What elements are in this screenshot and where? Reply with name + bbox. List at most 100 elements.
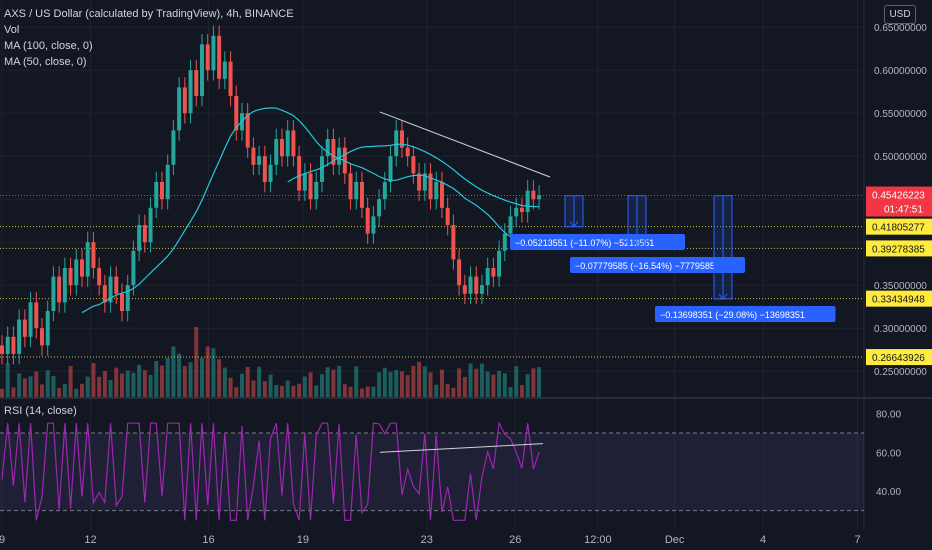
volume-bar (291, 385, 296, 397)
candle-body (199, 44, 204, 96)
volume-bar (199, 357, 204, 397)
price-tick-label: 0.65000000 (874, 23, 927, 34)
candle-body (28, 302, 33, 337)
candle-body (119, 293, 124, 311)
volume-bar (205, 346, 210, 397)
candle-body (22, 319, 27, 337)
volume-bar (337, 365, 342, 397)
volume-bar (468, 363, 473, 397)
price-tick-label: 0.25000000 (874, 367, 927, 378)
level-tag-label: 0.39278385 (872, 244, 925, 255)
volume-bar (428, 372, 433, 397)
currency-button[interactable]: USD (884, 5, 916, 24)
rsi-tick-label: 40.00 (876, 487, 901, 498)
volume-bar (411, 365, 416, 397)
volume-bar (319, 374, 324, 397)
measure-arrowhead (569, 221, 579, 228)
candle-body (297, 156, 302, 191)
moving-averages (81, 107, 540, 314)
volume-bar (239, 373, 244, 397)
volume-bar (159, 365, 164, 397)
candle-body (0, 345, 4, 354)
candle-body (51, 276, 56, 311)
candle-body (114, 276, 119, 294)
volume-bar (365, 386, 370, 397)
volume-bar (342, 384, 347, 397)
candle-body (188, 70, 193, 114)
drawings (379, 111, 551, 178)
volume-bar (405, 375, 410, 397)
volume-bar (102, 370, 107, 397)
candle-body (62, 268, 67, 303)
candle-body (97, 268, 102, 286)
level-tag-label: 0.41805277 (872, 223, 925, 234)
volume-bar (194, 327, 199, 397)
candle-body (125, 285, 130, 311)
volume-bar (451, 387, 456, 397)
measure-label: −0.07779585 (−16.54%) −7779585 (575, 261, 715, 271)
candle-body (17, 319, 22, 354)
volume-bar (39, 384, 44, 397)
volume-bar (491, 374, 496, 397)
volume-bar (274, 385, 279, 397)
candle-body (211, 35, 216, 71)
volume-bar (0, 389, 4, 397)
volume-bar (45, 370, 50, 397)
candle-body (519, 207, 524, 213)
volume-bar (74, 388, 79, 397)
level-tag-bg (866, 218, 932, 235)
rsi-tick-label: 80.00 (876, 410, 901, 421)
candle-body (377, 199, 382, 217)
candle-body (39, 328, 44, 346)
volume-bar (165, 357, 170, 397)
volume-bar (188, 362, 193, 397)
candle-body (474, 276, 479, 294)
candle-body (217, 35, 222, 79)
candle-body (428, 173, 433, 200)
candle-body (514, 207, 519, 217)
volume-bar (114, 367, 119, 397)
candle-body (137, 225, 142, 251)
volume-bar (137, 364, 142, 397)
time-tick-label: 12 (84, 534, 96, 546)
current-price-tag-bg (866, 186, 932, 217)
volume-bar (417, 361, 422, 397)
candle-body (171, 130, 176, 165)
candle-body (222, 61, 227, 79)
volume-bar (371, 386, 376, 397)
volume-bar (22, 378, 27, 397)
candle-body (388, 156, 393, 182)
rsi-legend: RSI (14, close) (4, 405, 77, 417)
time-tick-label: 7 (854, 534, 860, 546)
candle-body (262, 156, 267, 182)
volume-bar (479, 363, 484, 397)
measure-arrowhead (718, 293, 728, 300)
measure-label-bg (510, 234, 685, 250)
candle-body (291, 130, 296, 157)
legend-ma100: MA (100, close, 0) (4, 40, 93, 52)
legend-vol: Vol (4, 24, 20, 36)
candle-body (79, 259, 84, 277)
candle-body (348, 173, 353, 200)
volume-bar (462, 376, 467, 397)
chart-legend: AXS / US Dollar (calculated by TradingVi… (4, 6, 294, 70)
candles (0, 25, 542, 365)
volume-bar (382, 367, 387, 397)
volume-bar (51, 376, 56, 397)
volume-bar (394, 370, 399, 397)
volume-bar (279, 385, 284, 397)
volume-bar (434, 384, 439, 397)
candle-body (274, 139, 279, 165)
volume-bar (91, 363, 96, 397)
volume-bar (285, 380, 290, 397)
candle-body (194, 70, 199, 96)
candle-body (371, 216, 376, 234)
candle-body (439, 182, 444, 208)
volume-bar (182, 366, 187, 397)
volume-bar (85, 376, 90, 397)
volume-bar (142, 370, 147, 397)
volume-bar (148, 374, 153, 397)
candle-body (91, 242, 96, 268)
volume-bar (377, 372, 382, 397)
